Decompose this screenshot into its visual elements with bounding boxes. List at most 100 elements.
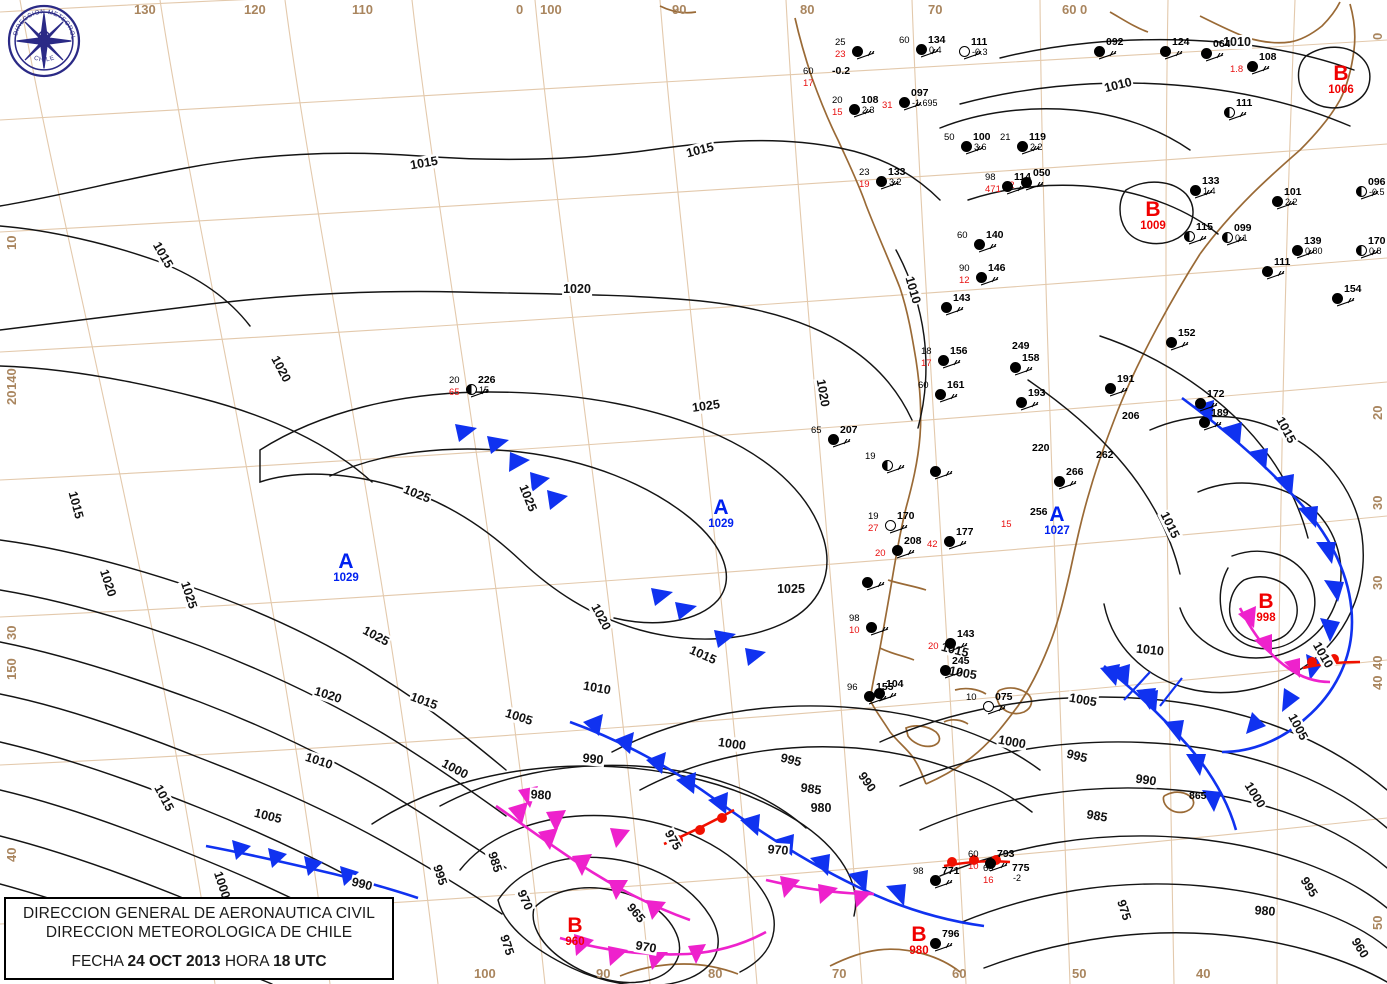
cold-front-pacific-trough xyxy=(455,424,568,510)
cold-front-mid-pacific xyxy=(651,588,766,666)
axis-right-label: 40 xyxy=(1370,655,1385,670)
isobar-label: 980 xyxy=(1253,903,1277,919)
cloud-cover-symbol xyxy=(849,104,860,115)
pressure-center-glyph: B xyxy=(1145,198,1161,221)
date-prefix: FECHA xyxy=(71,953,124,970)
axis-top-label: 70 xyxy=(928,2,943,17)
cloud-cover-symbol xyxy=(828,434,839,445)
cloud-cover-symbol xyxy=(1021,177,1032,188)
pressure-center-low: B 1006 xyxy=(1321,63,1361,96)
axis-top-label: 130 xyxy=(134,2,156,17)
axis-bottom-label: 100 xyxy=(474,966,496,981)
wind-barb-icon xyxy=(944,667,967,691)
station-pressure: 220 xyxy=(1032,442,1050,454)
wind-barb-icon xyxy=(856,48,879,72)
station-pressure: 793 xyxy=(997,848,1015,860)
station-pressure: 208 xyxy=(904,535,922,547)
cloud-cover-symbol xyxy=(1105,383,1116,394)
station-dewpoint: 20 xyxy=(928,641,939,652)
station-pressure: 108 xyxy=(1259,51,1277,63)
trough-line-patagonia xyxy=(1123,671,1183,707)
date-time-line: FECHA 24 OCT 2013 HORA 18 UTC xyxy=(6,953,392,971)
wind-barb-icon xyxy=(934,468,957,492)
station-pressure-trend: 2.2 xyxy=(1030,142,1043,152)
station-temperature: 60 xyxy=(899,35,910,46)
cloud-cover-symbol xyxy=(1292,245,1303,256)
pressure-center-value: 1027 xyxy=(1044,525,1070,537)
cloud-cover-symbol xyxy=(1356,245,1367,256)
wind-barb-icon xyxy=(1164,48,1187,72)
cloud-cover-symbol xyxy=(852,46,863,57)
wind-barb-icon xyxy=(1020,399,1043,423)
station-temperature: 20 xyxy=(449,375,460,386)
pressure-center-glyph: A xyxy=(338,550,354,573)
isobar-label: 970 xyxy=(766,842,790,858)
cloud-cover-symbol xyxy=(1195,398,1206,409)
trough-markers-patagonia xyxy=(1100,664,1156,710)
station-pressure: 266 xyxy=(1066,466,1084,478)
station-pressure-trend: 3.2 xyxy=(889,177,902,187)
cloud-cover-symbol xyxy=(1224,107,1235,118)
pressure-center-value: 1029 xyxy=(708,518,734,530)
wind-barb-icon xyxy=(980,274,1003,298)
cloud-cover-symbol xyxy=(1166,337,1177,348)
station-temperature: 98 xyxy=(849,613,860,624)
cloud-cover-symbol xyxy=(866,622,877,633)
pressure-center-low: B 998 xyxy=(1246,591,1286,624)
isobar-label: 985 xyxy=(798,780,824,798)
station-pressure: 104 xyxy=(886,678,904,690)
station-pressure: 156 xyxy=(950,345,968,357)
wind-barb-icon xyxy=(1205,50,1228,74)
station-dewpoint: 27 xyxy=(868,523,879,534)
pressure-center-glyph: A xyxy=(713,496,729,519)
pressure-center-value: 980 xyxy=(909,945,929,957)
wind-barb-icon xyxy=(1170,339,1193,363)
cloud-cover-symbol xyxy=(876,176,887,187)
station-pressure-trend: 0.4 xyxy=(929,45,942,55)
time-value: 18 UTC xyxy=(273,953,327,970)
pressure-center-value: 1009 xyxy=(1140,220,1166,232)
station-pressure: 796 xyxy=(942,928,960,940)
wind-barb-icon xyxy=(1228,109,1251,133)
cold-front-atlantic xyxy=(1181,396,1354,754)
coastline-south-america xyxy=(619,1,1356,977)
station-pressure-trend: 15 xyxy=(479,385,490,395)
cloud-cover-symbol xyxy=(1332,293,1343,304)
axis-top-label: 110 xyxy=(352,2,373,17)
station-temperature: 50 xyxy=(944,132,955,143)
station-pressure: 207 xyxy=(840,424,858,436)
station-temperature: 18 xyxy=(921,346,932,357)
station-pressure: -0.2 xyxy=(832,65,851,77)
station-pressure: 096 xyxy=(1368,176,1386,188)
cloud-cover-symbol xyxy=(1094,46,1105,57)
station-dewpoint: 42 xyxy=(927,539,938,550)
station-pressure: 108 xyxy=(861,94,879,106)
cloud-cover-symbol xyxy=(1160,46,1171,57)
station-pressure: 161 xyxy=(947,379,965,391)
pressure-center-glyph: A xyxy=(1049,503,1065,526)
cloud-cover-symbol xyxy=(1054,476,1065,487)
cloud-cover-symbol xyxy=(935,389,946,400)
axis-left-label: 20 xyxy=(4,390,19,405)
station-pressure: 115 xyxy=(1196,221,1213,233)
station-pressure: 154 xyxy=(1344,283,1362,295)
axis-right-label: 30 xyxy=(1370,495,1385,510)
cloud-cover-symbol xyxy=(945,638,956,649)
station-pressure-trend: -1.695 xyxy=(912,98,938,108)
station-pressure: 050 xyxy=(1033,167,1051,179)
cloud-cover-symbol xyxy=(976,272,987,283)
station-temperature: 90 xyxy=(959,263,970,274)
station-pressure: 111 xyxy=(971,36,988,48)
wind-barb-icon xyxy=(987,703,1010,727)
axis-left-label: 140 xyxy=(4,368,19,390)
cloud-cover-symbol xyxy=(930,875,941,886)
cloud-cover-symbol xyxy=(961,141,972,152)
wind-barb-icon xyxy=(832,436,855,460)
wind-barb-icon xyxy=(945,304,968,328)
cloud-cover-symbol xyxy=(1010,362,1021,373)
cloud-cover-symbol xyxy=(1190,185,1201,196)
station-temperature: 65 xyxy=(811,425,822,436)
wind-barb-icon xyxy=(886,462,909,486)
cloud-cover-symbol xyxy=(941,302,952,313)
